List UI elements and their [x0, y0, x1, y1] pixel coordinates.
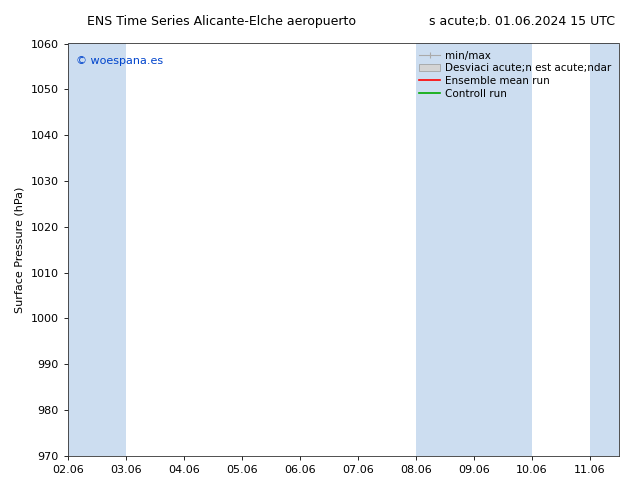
Y-axis label: Surface Pressure (hPa): Surface Pressure (hPa) [15, 187, 25, 313]
Legend: min/max, Desviaci acute;n est acute;ndar, Ensemble mean run, Controll run: min/max, Desviaci acute;n est acute;ndar… [417, 49, 614, 100]
Text: © woespana.es: © woespana.es [76, 56, 163, 66]
Bar [68, 44, 126, 456]
Text: s acute;b. 01.06.2024 15 UTC: s acute;b. 01.06.2024 15 UTC [429, 15, 615, 28]
Bar [590, 44, 619, 456]
Text: ENS Time Series Alicante-Elche aeropuerto: ENS Time Series Alicante-Elche aeropuert… [87, 15, 356, 28]
Bar [416, 44, 532, 456]
